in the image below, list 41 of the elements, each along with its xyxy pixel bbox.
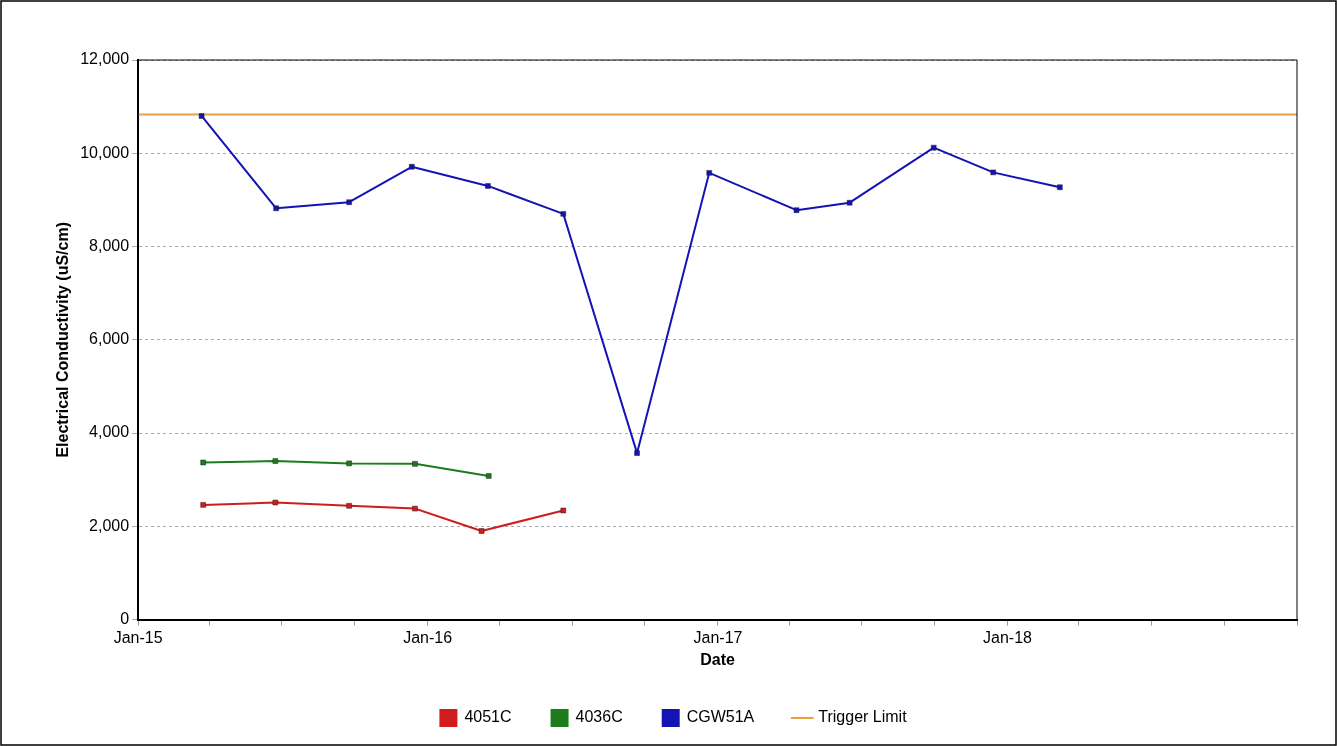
point [409, 164, 415, 170]
point [560, 211, 567, 217]
point [412, 461, 418, 467]
point [346, 503, 352, 509]
x-axis-title: Date [700, 650, 736, 668]
point [412, 505, 418, 512]
y-tick-label: 8,000 [89, 236, 130, 254]
point [930, 144, 937, 151]
point [272, 499, 279, 506]
y-tick-label: 10,000 [80, 143, 130, 161]
legend-label: 4051C [464, 708, 512, 726]
point [198, 113, 205, 119]
y-tick-label: 2,000 [89, 516, 130, 534]
point [1057, 184, 1063, 191]
point [200, 459, 206, 466]
point [990, 169, 996, 176]
x-tick-label: Jan-17 [693, 628, 743, 646]
y-axis-title: Electrical Conductivity (uS/cm) [54, 222, 72, 458]
legend-label: CGW51A [686, 708, 755, 726]
legend-label: 4036C [575, 708, 623, 726]
point [200, 502, 206, 508]
point [346, 460, 352, 467]
point [273, 205, 279, 212]
point [478, 528, 485, 534]
point [634, 450, 640, 456]
y-tick-label: 6,000 [89, 330, 130, 348]
point [560, 507, 567, 514]
y-tick-label: 0 [120, 610, 130, 628]
point [485, 183, 491, 189]
point [272, 458, 279, 464]
x-tick-label: Jan-16 [403, 628, 453, 646]
y-tick-label: 12,000 [80, 50, 130, 68]
point [793, 207, 800, 213]
point [846, 199, 853, 206]
point [346, 199, 352, 205]
x-tick-label: Jan-15 [113, 628, 163, 646]
y-tick-label: 4,000 [89, 423, 130, 441]
point [706, 170, 712, 176]
x-tick-label: Jan-18 [983, 628, 1033, 646]
legend-label: Trigger Limit [818, 708, 908, 726]
point [486, 473, 492, 479]
